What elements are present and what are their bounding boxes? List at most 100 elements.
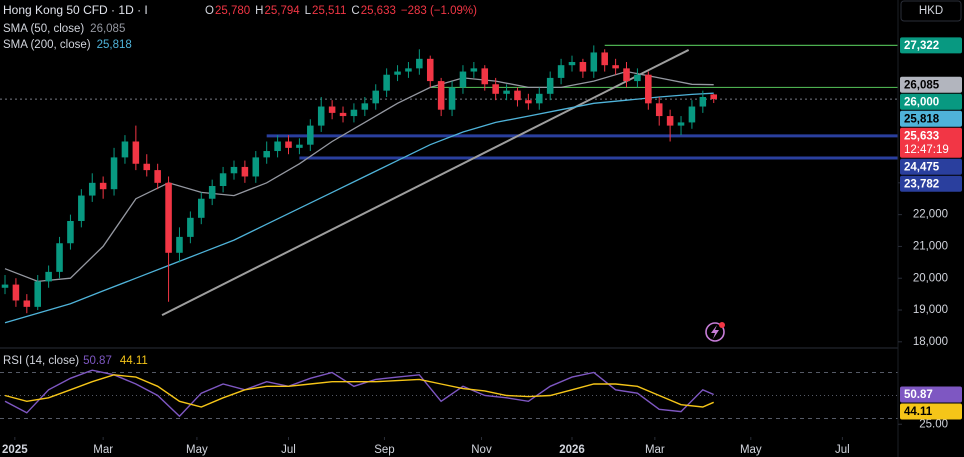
candle-body: [328, 106, 336, 113]
y-tick-label: 19,000: [913, 304, 948, 316]
candle-body: [143, 163, 151, 171]
candle-body: [623, 68, 630, 82]
candle-body: [339, 112, 347, 117]
candle-body: [263, 151, 270, 158]
legend-name: SMA (200, close): [3, 39, 91, 51]
price-label: 23,782: [904, 178, 939, 190]
alert-dot[interactable]: [719, 322, 725, 328]
sma-line: [4, 70, 714, 283]
candle-body: [45, 271, 52, 282]
candle-body: [416, 58, 423, 69]
price-label-box: [900, 175, 962, 192]
x-tick-label: 2026: [559, 444, 585, 456]
x-tick-label: May: [740, 444, 762, 456]
candle-body: [612, 65, 619, 69]
x-tick-label: Mar: [93, 444, 113, 456]
candle-body: [110, 157, 118, 190]
candle-body: [645, 74, 652, 104]
candle-body: [176, 236, 183, 253]
sma-line: [4, 92, 714, 324]
rsi-line: [4, 374, 714, 408]
x-tick-label: Sep: [374, 444, 394, 456]
candle-body: [99, 182, 107, 190]
candle-body: [350, 109, 358, 117]
legend-value: 26,085: [90, 23, 125, 35]
alert-bolt[interactable]: [711, 325, 719, 339]
candle-body: [241, 166, 249, 177]
y-tick-label: 25.00: [919, 418, 948, 430]
candle-body: [546, 77, 554, 94]
candle-body: [634, 74, 641, 82]
candle-body: [219, 173, 227, 187]
countdown: 12:47:19: [904, 144, 949, 156]
y-tick-label: 18,000: [913, 336, 948, 348]
candle-body: [165, 182, 172, 253]
candle-body: [317, 106, 325, 126]
candle-body: [34, 281, 41, 307]
price-label-box: [900, 127, 962, 158]
candle-body: [285, 141, 292, 148]
price-label: 27,322: [904, 40, 939, 52]
candle-body: [437, 81, 445, 110]
quote-value: 25,633: [361, 5, 396, 17]
price-label: 44.11: [904, 406, 933, 418]
candle-body: [274, 141, 281, 152]
candle-body: [230, 166, 238, 174]
candle-body: [208, 186, 216, 199]
x-tick-label: Jul: [835, 444, 850, 456]
candle-body: [426, 58, 434, 82]
quote-value: 25,780: [215, 5, 250, 17]
currency[interactable]: HKD: [919, 5, 943, 17]
candle-body: [132, 141, 140, 164]
candle-body: [394, 71, 401, 75]
rsi-title: RSI (14, close): [3, 355, 79, 367]
candle-body: [296, 144, 303, 148]
candle-body: [557, 65, 565, 78]
candle-body: [503, 90, 510, 94]
price-label: 24,475: [904, 161, 940, 173]
currency-box[interactable]: [900, 0, 962, 22]
legend-name: SMA (50, close): [3, 23, 84, 35]
candle-body: [56, 243, 63, 272]
candle-body: [710, 94, 718, 100]
candle-body: [481, 68, 489, 85]
price-label: 25,633: [904, 130, 939, 142]
candle-body: [154, 170, 161, 183]
candle-body: [448, 87, 456, 110]
alert-ring[interactable]: [705, 322, 725, 342]
price-label-box: [900, 37, 962, 54]
candle-body: [655, 103, 663, 117]
price-label: 26,000: [904, 96, 939, 108]
x-tick-label: Mar: [645, 444, 665, 456]
candle-body: [187, 217, 194, 237]
candle-body: [78, 195, 85, 221]
x-tick-label: 2025: [2, 444, 28, 456]
alert-icon[interactable]: [705, 322, 725, 342]
candle-body: [677, 122, 685, 126]
candle-body: [459, 71, 467, 88]
candle-body: [514, 90, 521, 101]
quote-key: L: [305, 5, 312, 17]
candle-body: [579, 62, 587, 72]
y-tick-label: 20,000: [913, 272, 948, 284]
legend-value: 44.11: [120, 355, 148, 367]
candle-body: [12, 284, 20, 301]
candle-body: [121, 141, 129, 158]
candle-body: [590, 52, 598, 72]
price-label: 25,818: [904, 113, 940, 125]
candle-body: [1, 284, 9, 288]
legend-value: 25,818: [97, 39, 132, 51]
candle-body: [525, 100, 532, 104]
legend-value: 50.87: [83, 355, 112, 367]
price-label-box: [900, 158, 962, 175]
candle-body: [67, 220, 74, 244]
quote-value: 25,794: [264, 5, 300, 17]
y-tick-label: 21,000: [913, 240, 948, 252]
x-tick-label: Jul: [281, 444, 296, 456]
price-label-box: [900, 386, 962, 403]
candle-body: [252, 157, 260, 177]
price-label: 50.87: [904, 389, 933, 401]
candle-body: [470, 68, 478, 72]
